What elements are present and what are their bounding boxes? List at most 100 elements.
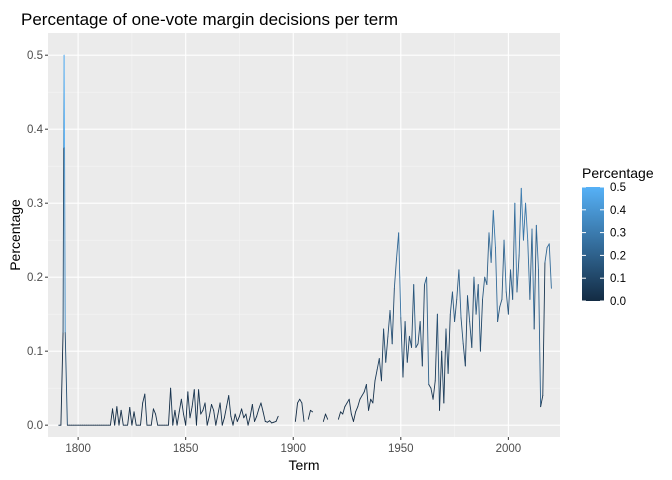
series-line [58,54,552,426]
legend: Percentage 0.5 0.4 0.3 0.2 0.1 0.0 [582,165,654,308]
line-segment [325,413,329,420]
x-tick-label: 1850 [173,443,199,455]
line-segment [492,210,496,249]
line-segment [527,239,531,300]
line-segment [342,406,346,415]
line-segment [434,313,438,382]
line-segment [396,232,400,260]
line-segment [411,284,415,348]
line-segment [258,402,262,410]
line-segment [525,202,529,241]
y-tick-label: 0.3 [27,198,43,210]
line-segment [441,350,445,404]
minor-gridlines [48,33,560,437]
line-segment [426,276,430,385]
plot-panel [48,33,560,437]
line-segment [174,409,178,426]
line-segment [522,202,527,241]
line-segment [365,384,369,411]
line-segment [462,343,466,367]
legend-label: 0.0 [610,296,626,308]
line-segment [398,232,402,319]
line-segment [447,313,451,374]
line-segment [436,313,440,411]
line-segment [118,409,122,426]
line-segment [512,202,516,300]
line-segment [538,269,542,408]
line-segment [127,406,131,426]
legend-label: 0.4 [610,205,627,217]
line-segment [363,384,367,393]
line-segment [226,395,230,408]
line-segment [514,202,518,293]
y-tick-label: 0.4 [27,124,44,136]
line-segment [529,228,533,300]
line-segment [206,415,210,426]
line-segment [176,411,180,426]
line-segment [232,413,236,426]
line-segment [178,398,182,413]
line-segment [469,321,473,348]
line-segment [353,411,357,422]
line-segment [64,332,68,426]
line-segment [383,328,387,363]
line-segment [150,408,154,426]
line-segment [415,343,419,348]
line-segment [133,411,137,426]
legend-label: 0.1 [610,273,626,285]
line-segment [359,395,363,400]
line-segment [187,391,191,419]
line-segment [477,284,481,352]
line-segment [142,393,146,404]
line-segment [322,413,326,422]
x-tick-label: 1950 [388,443,414,455]
line-segment [421,284,425,367]
y-tick-label: 0.1 [27,346,43,358]
line-segment [471,276,475,348]
line-segment [393,258,397,289]
line-segment [198,389,202,415]
line-segment [109,408,113,426]
line-segment [475,284,479,315]
y-tick-label: 0.0 [27,420,43,432]
line-segment [381,328,385,382]
line-segment [310,409,314,413]
line-segment [230,415,234,426]
line-segment [170,387,174,426]
line-segment [337,411,342,420]
line-segment [505,291,509,315]
line-segment [488,232,492,263]
line-segment [454,298,458,323]
line-segment [490,210,494,263]
line-segment [443,328,447,404]
line-segment [473,276,477,315]
legend-label: 0.3 [610,228,626,240]
line-segment [378,358,382,382]
line-segment [486,232,490,286]
line-segment [241,408,245,419]
line-segment [185,391,189,426]
line-segment [239,408,243,417]
line-segment [439,350,443,411]
line-segment [168,387,172,426]
line-segment [140,402,144,426]
line-segment [544,247,548,263]
line-segment [344,402,348,408]
line-segment [520,187,524,241]
line-segment [129,406,133,426]
line-segment [245,413,249,426]
line-segment [419,321,423,367]
line-segment [495,247,499,323]
y-axis-ticks: 0.0 0.1 0.2 0.3 0.4 0.5 [27,50,48,432]
line-segment [152,408,157,415]
legend-title: Percentage [582,165,654,181]
line-segment [219,402,223,426]
legend-label: 0.5 [610,182,626,194]
line-segment [112,408,116,426]
x-axis-ticks: 1800 1850 1900 1950 2000 [65,437,521,455]
line-segment [350,413,354,422]
line-segment [372,380,376,404]
line-segment [172,409,176,426]
line-segment [236,415,240,422]
